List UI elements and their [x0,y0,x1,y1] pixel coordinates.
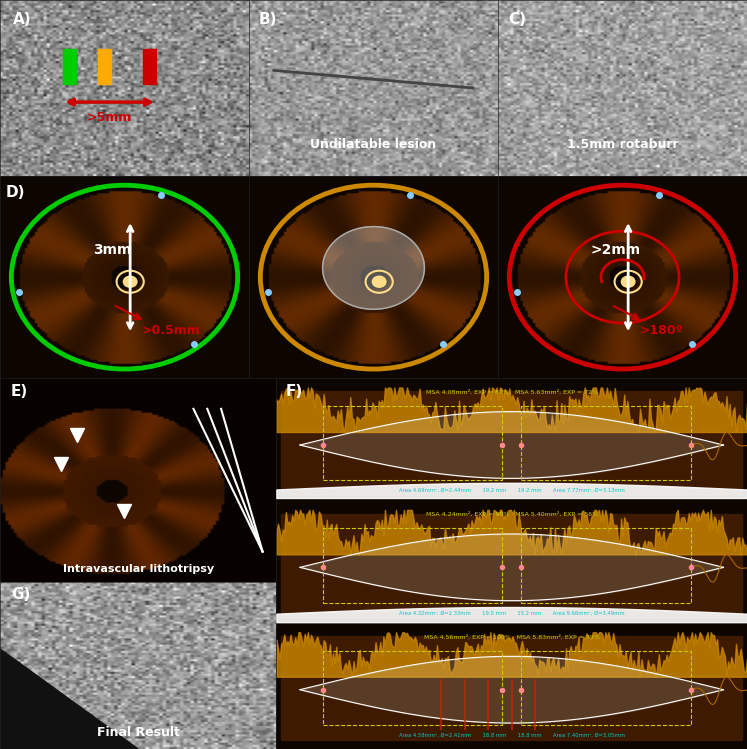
Bar [521,528,690,602]
Text: B): B) [259,12,277,27]
Bar [99,49,111,85]
Text: Intravascular lithotripsy: Intravascular lithotripsy [63,564,214,574]
Bar [281,636,743,740]
Text: Area 4.58mm², Ø=2.41mm       18.8 mm       18.8 mm       Area 7.40mm², Ø=3.05mm: Area 4.58mm², Ø=2.41mm 18.8 mm 18.8 mm A… [399,733,624,738]
Text: MSA 4.08mm², EXP = 87%   MSA 5.63mm², EXP = 72%: MSA 4.08mm², EXP = 87% MSA 5.63mm², EXP … [426,389,598,395]
Text: >5mm: >5mm [87,112,132,124]
Circle shape [323,226,424,309]
Bar [521,406,690,480]
Bar [143,49,155,85]
Text: Area 4.32mm², Ø=2.33mm       19.0 mm       15.2 mm       Area 9.66mm², Ø=3.49mm: Area 4.32mm², Ø=2.33mm 19.0 mm 15.2 mm A… [399,610,624,616]
Text: D): D) [6,185,25,200]
Text: MSA 4.24mm², EXP = 98%   MSA 5.40mm², EXP = 56%: MSA 4.24mm², EXP = 98% MSA 5.40mm², EXP … [426,512,598,517]
Bar [63,49,76,85]
Circle shape [123,276,137,288]
Bar [323,406,502,480]
Text: A): A) [13,12,31,27]
Bar [323,528,502,602]
Text: 1.5mm rotaburr: 1.5mm rotaburr [567,138,678,151]
Text: Undilatable lesion: Undilatable lesion [310,138,437,151]
Text: Area 4.69mm², Ø=2.44mm       19.2 mm       19.2 mm       Area 7.77mm², Ø=3.13mm: Area 4.69mm², Ø=2.44mm 19.2 mm 19.2 mm A… [399,488,624,493]
Text: >2mm: >2mm [591,243,641,257]
Text: 3mm: 3mm [93,243,131,257]
Bar [281,514,743,617]
Circle shape [622,276,635,288]
Text: Final Result: Final Result [97,726,179,739]
Text: >180º: >180º [639,324,684,337]
Text: G): G) [11,587,31,602]
Bar [521,651,690,725]
Text: >0.5mm: >0.5mm [141,324,200,337]
Bar [281,391,743,495]
Text: E): E) [11,384,28,399]
Text: C): C) [508,12,526,27]
Polygon shape [0,649,138,749]
Circle shape [372,276,386,288]
Text: MSA 4.56mm², EXP = 100%   MSA 5.83mm², EXP = 79%: MSA 4.56mm², EXP = 100% MSA 5.83mm², EXP… [424,634,600,640]
Text: F): F) [286,383,303,398]
Bar [323,651,502,725]
